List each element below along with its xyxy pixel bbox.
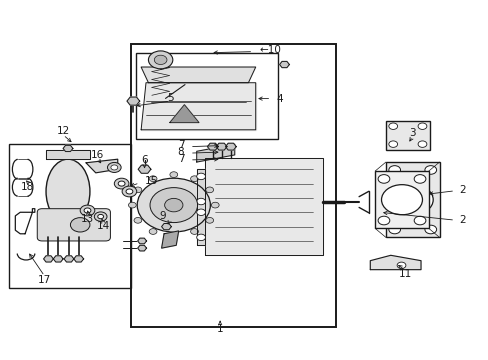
Polygon shape: [141, 67, 255, 83]
Circle shape: [126, 189, 133, 194]
Circle shape: [114, 178, 129, 189]
Polygon shape: [161, 224, 171, 230]
Circle shape: [107, 162, 121, 172]
Circle shape: [424, 166, 436, 174]
Circle shape: [154, 55, 166, 64]
Ellipse shape: [46, 159, 90, 224]
Polygon shape: [53, 256, 63, 262]
Circle shape: [150, 188, 197, 222]
Polygon shape: [138, 165, 151, 173]
Polygon shape: [225, 143, 236, 150]
Circle shape: [137, 178, 210, 232]
Text: 7: 7: [178, 140, 184, 150]
Circle shape: [196, 198, 205, 205]
Circle shape: [118, 181, 125, 186]
Circle shape: [388, 123, 397, 130]
Bar: [136, 53, 277, 139]
Bar: [385, 121, 429, 149]
Polygon shape: [127, 97, 140, 105]
Text: 15: 15: [144, 176, 158, 186]
Circle shape: [196, 234, 205, 240]
Circle shape: [388, 225, 400, 234]
Polygon shape: [86, 159, 118, 173]
Polygon shape: [43, 256, 53, 262]
Text: 4: 4: [276, 94, 282, 104]
Circle shape: [205, 187, 213, 193]
Text: 18: 18: [21, 182, 34, 192]
Bar: [131, 44, 335, 327]
Circle shape: [377, 175, 389, 183]
Circle shape: [381, 185, 422, 215]
Circle shape: [149, 229, 157, 234]
Polygon shape: [138, 238, 146, 244]
Text: 17: 17: [38, 275, 51, 285]
Polygon shape: [279, 62, 289, 68]
Bar: [9, 144, 131, 288]
Circle shape: [111, 165, 118, 170]
Text: 5: 5: [167, 93, 173, 103]
Bar: [374, 171, 428, 228]
Circle shape: [413, 175, 425, 183]
Circle shape: [377, 216, 389, 225]
Polygon shape: [74, 256, 83, 262]
Circle shape: [148, 51, 172, 69]
Circle shape: [413, 216, 425, 225]
Circle shape: [388, 166, 400, 174]
Circle shape: [70, 218, 90, 232]
Polygon shape: [63, 145, 73, 152]
Circle shape: [417, 141, 426, 147]
Text: 8: 8: [177, 147, 183, 157]
Circle shape: [98, 215, 103, 219]
Polygon shape: [196, 144, 234, 162]
Circle shape: [169, 233, 177, 238]
Text: 14: 14: [96, 221, 109, 231]
Circle shape: [417, 123, 426, 130]
Polygon shape: [216, 143, 226, 150]
Circle shape: [391, 185, 432, 215]
Circle shape: [169, 172, 177, 177]
Circle shape: [84, 208, 91, 213]
Text: 2: 2: [458, 215, 465, 225]
Polygon shape: [196, 169, 205, 244]
Circle shape: [196, 173, 205, 180]
Polygon shape: [141, 83, 255, 130]
Circle shape: [149, 176, 157, 181]
Text: 1: 1: [216, 321, 223, 334]
Circle shape: [80, 205, 95, 216]
Circle shape: [388, 141, 397, 147]
Circle shape: [205, 217, 213, 223]
Text: 9: 9: [159, 211, 165, 221]
Circle shape: [134, 187, 142, 193]
Circle shape: [134, 217, 142, 223]
Circle shape: [190, 229, 198, 234]
Polygon shape: [205, 158, 322, 255]
Polygon shape: [64, 256, 74, 262]
Circle shape: [396, 262, 405, 269]
Circle shape: [164, 198, 183, 212]
Polygon shape: [46, 150, 90, 159]
Text: 12: 12: [57, 126, 70, 136]
Polygon shape: [161, 231, 178, 248]
Text: 2: 2: [458, 185, 465, 195]
Circle shape: [122, 186, 137, 197]
Text: 11: 11: [398, 269, 411, 279]
Polygon shape: [138, 246, 146, 251]
Text: 16: 16: [90, 150, 103, 160]
Circle shape: [128, 202, 136, 208]
Bar: [385, 162, 439, 237]
Text: 6: 6: [141, 155, 147, 165]
Circle shape: [424, 225, 436, 234]
Polygon shape: [169, 105, 199, 123]
Text: 7: 7: [178, 154, 184, 164]
Circle shape: [190, 176, 198, 181]
FancyBboxPatch shape: [37, 209, 110, 241]
Circle shape: [211, 202, 219, 208]
Text: 3: 3: [408, 128, 415, 138]
Circle shape: [94, 212, 107, 221]
Polygon shape: [369, 255, 420, 270]
Circle shape: [196, 209, 205, 216]
Polygon shape: [207, 143, 218, 150]
Text: ←10: ←10: [259, 45, 281, 55]
Text: 13: 13: [81, 214, 94, 224]
